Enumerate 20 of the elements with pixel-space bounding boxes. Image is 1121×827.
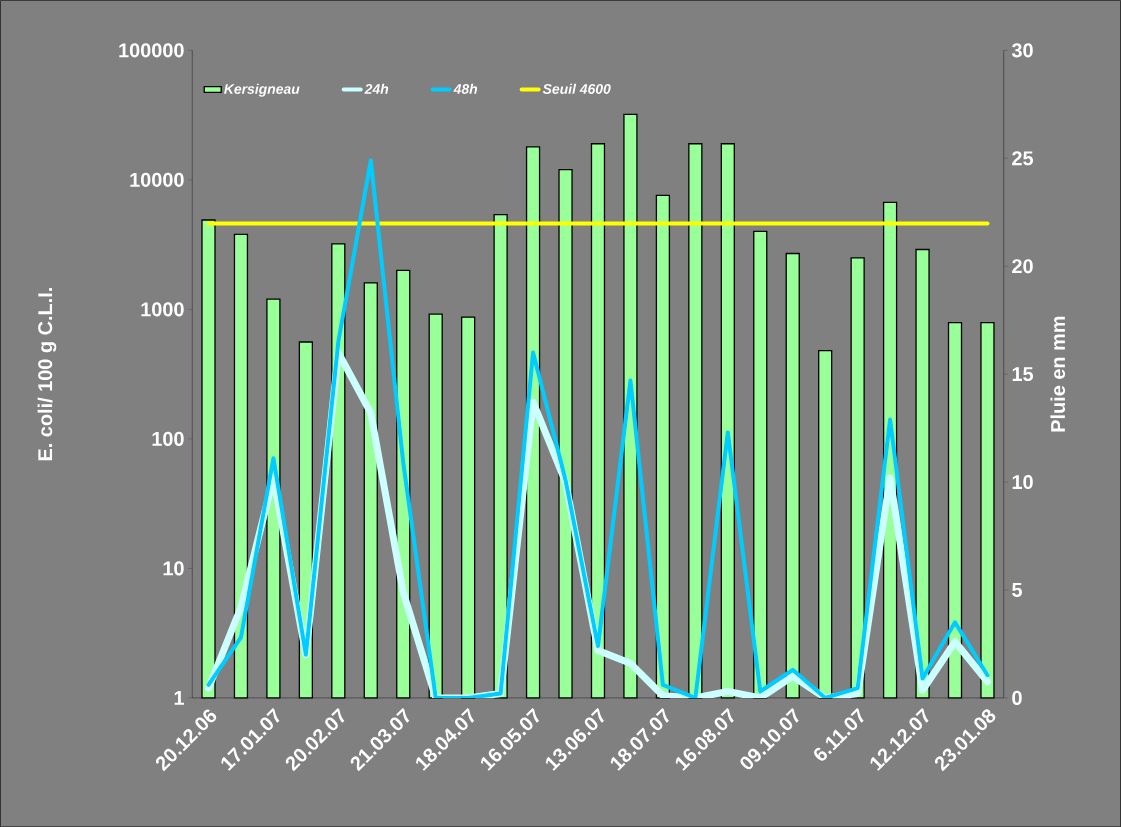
y2-tick-label: 15 (1012, 367, 1034, 381)
y2-tick-label: 30 (1011, 43, 1033, 58)
y2-axis-title: Pluie en mm (1050, 316, 1066, 432)
y-tick-label: 100000 (119, 43, 184, 58)
legend-label: Seuil 4600 (542, 83, 611, 94)
y-tick-label: 1 (174, 690, 184, 705)
y-tick-label: 100 (152, 431, 184, 446)
y2-tick-label: 0 (1012, 690, 1022, 705)
y2-tick-label: 5 (1012, 582, 1022, 597)
y2-tick-label: 20 (1012, 259, 1033, 274)
y2-tick-label: 25 (1012, 151, 1034, 166)
y-tick-label: 1000 (141, 302, 184, 317)
legend-label: 48h (453, 83, 478, 94)
y-axis-title: E. coli/ 100 g C.L.I. (37, 287, 57, 461)
y-tick-label: 10 (163, 561, 184, 576)
line-series (206, 158, 990, 698)
y-tick-label: 10000 (130, 172, 184, 187)
y2-tick-label: 10 (1012, 474, 1033, 489)
legend-label: 24h (364, 83, 389, 94)
legend-label: Kersigneau (224, 83, 300, 97)
